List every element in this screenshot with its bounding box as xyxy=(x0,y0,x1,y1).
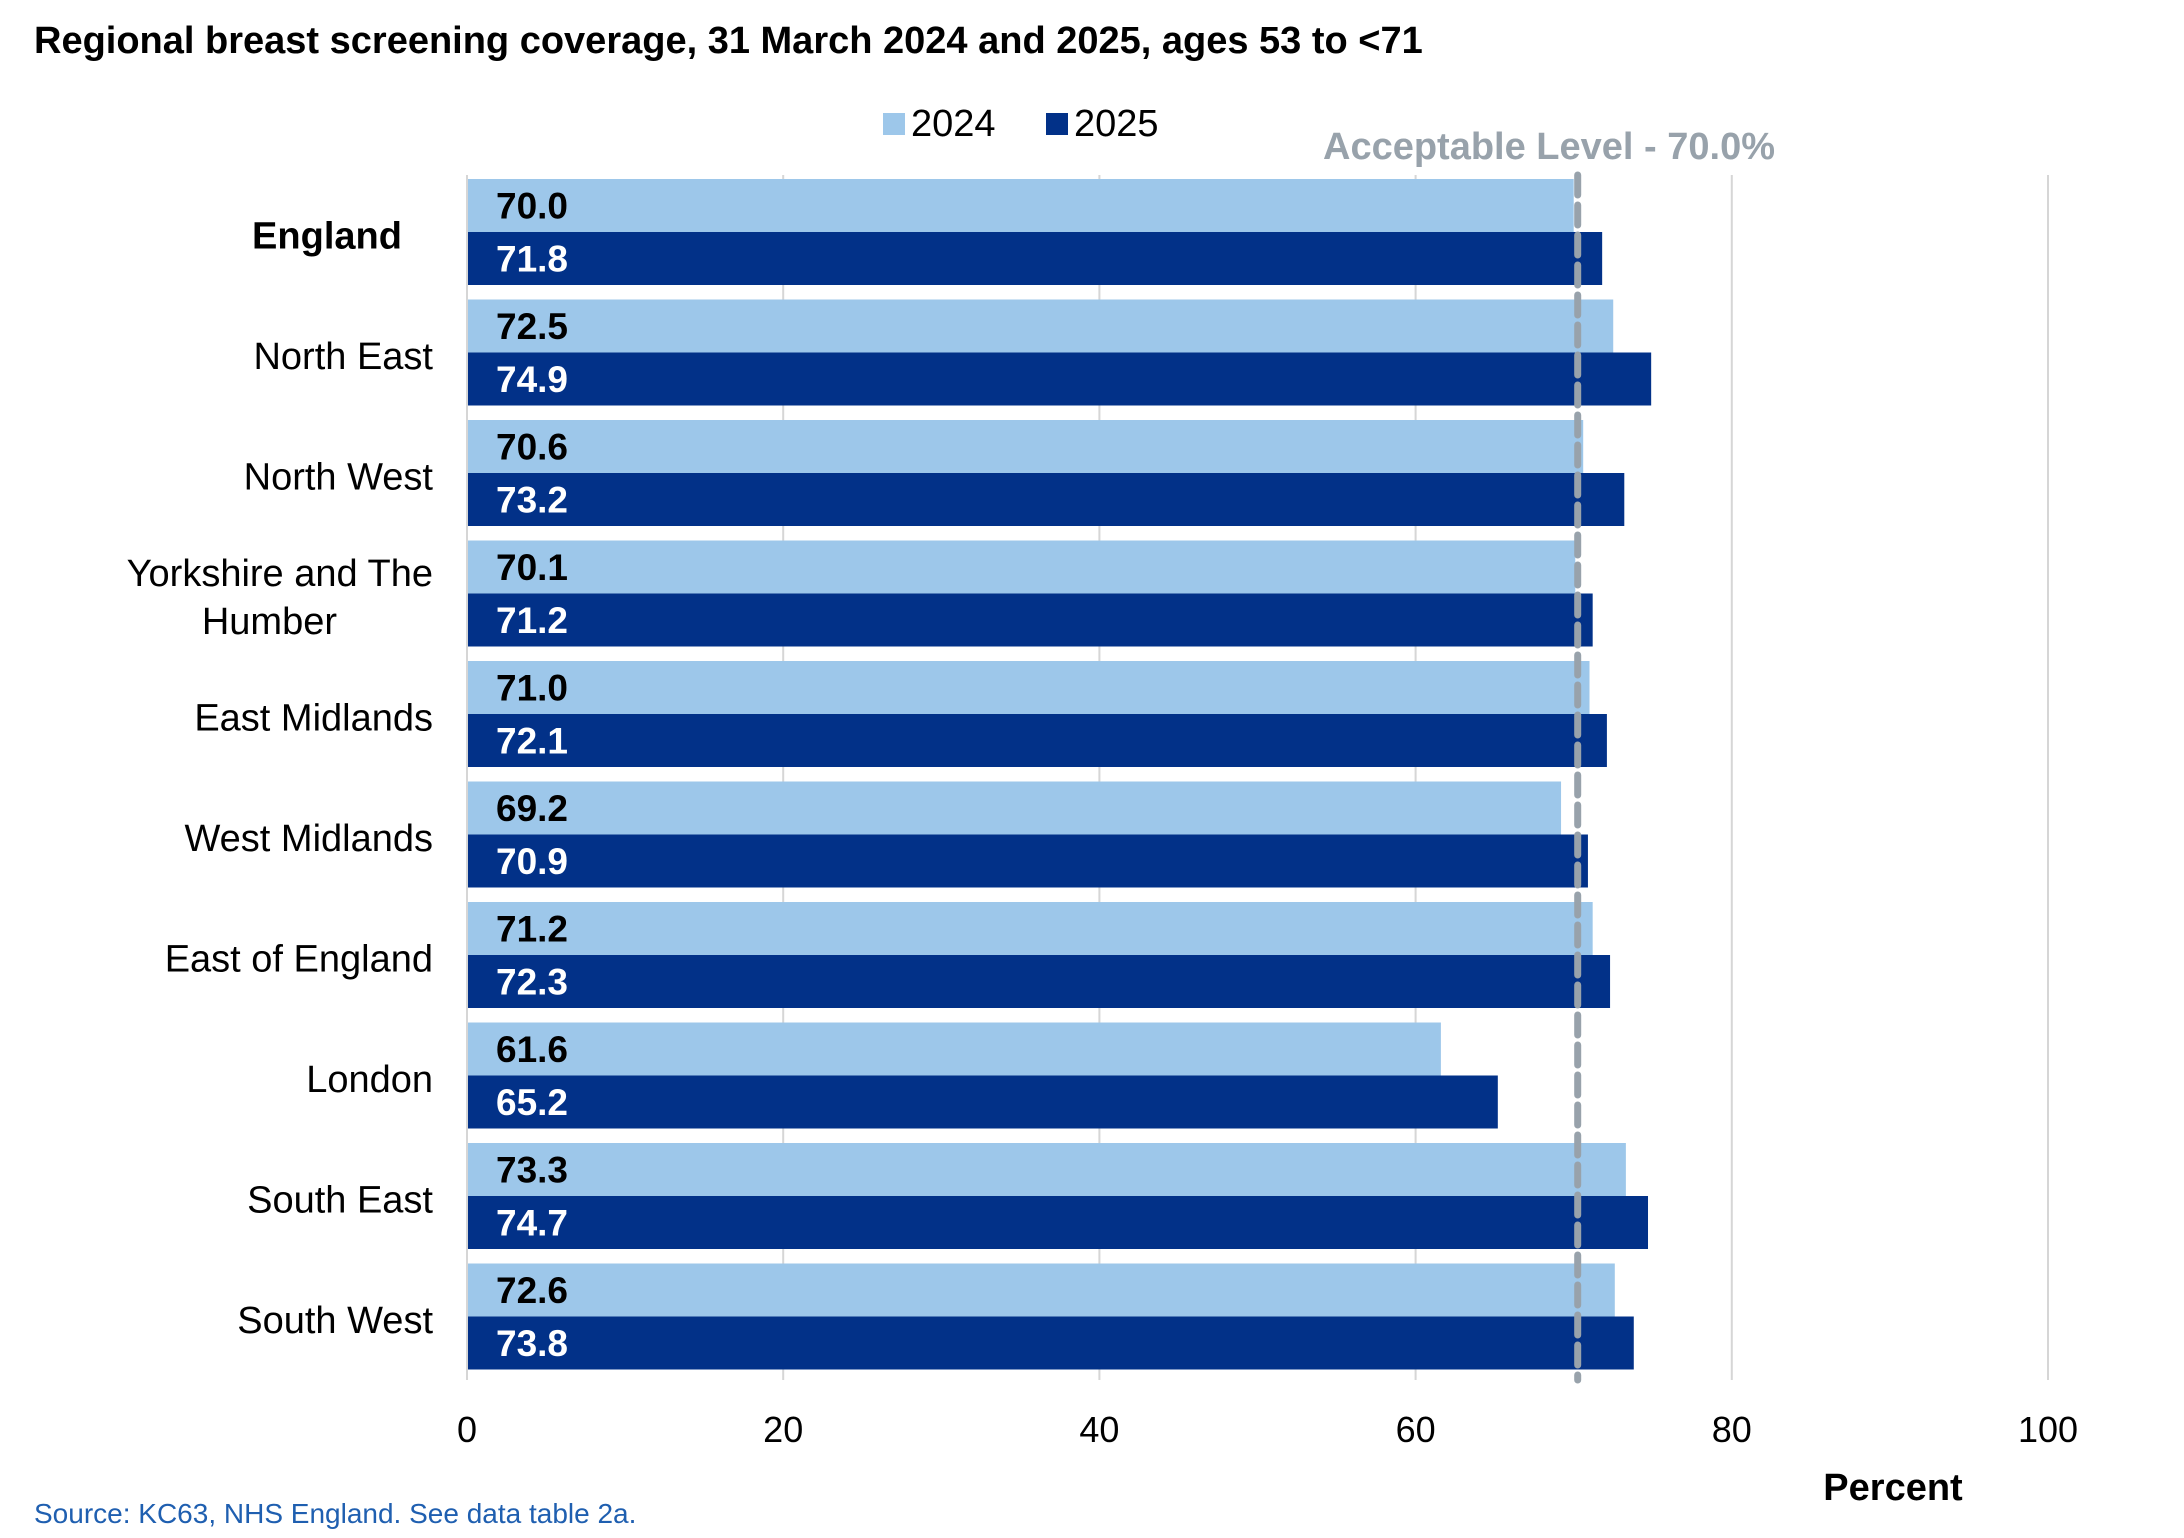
data-label: 71.2 xyxy=(496,909,568,950)
data-label: 71.2 xyxy=(496,600,568,641)
bars xyxy=(467,179,1652,1370)
category-label: North West xyxy=(244,456,434,498)
data-label: 74.7 xyxy=(496,1203,568,1244)
legend-label: 2024 xyxy=(911,103,996,145)
data-label: 72.3 xyxy=(496,962,568,1003)
reference-line-group: Acceptable Level - 70.0% xyxy=(1323,126,1775,1384)
x-axis-title: Percent xyxy=(1823,1467,1963,1509)
x-tick-label: 80 xyxy=(1712,1409,1752,1450)
legend-swatch-2025 xyxy=(1046,113,1068,135)
category-label: East Midlands xyxy=(194,697,433,739)
bar-2024 xyxy=(467,1022,1441,1076)
x-tick-label: 60 xyxy=(1396,1409,1436,1450)
category-label: South East xyxy=(247,1179,433,1221)
bar-2025 xyxy=(467,232,1603,285)
data-label: 72.1 xyxy=(496,721,568,762)
x-tick-label: 0 xyxy=(457,1409,477,1450)
category-label: England xyxy=(252,215,402,257)
bar-2024 xyxy=(467,902,1593,955)
data-label: 70.6 xyxy=(496,427,568,468)
category-label: East of England xyxy=(165,938,433,980)
category-label: North East xyxy=(253,336,433,378)
data-label: 73.3 xyxy=(496,1150,568,1191)
chart-title: Regional breast screening coverage, 31 M… xyxy=(34,20,1423,62)
data-label: 73.2 xyxy=(496,480,568,521)
bar-2025 xyxy=(467,955,1611,1008)
bar-2024 xyxy=(467,540,1576,594)
data-label: 61.6 xyxy=(496,1029,568,1070)
bar-2025 xyxy=(467,352,1652,406)
category-label: West Midlands xyxy=(184,818,433,860)
bar-2024 xyxy=(467,661,1590,714)
bar-2024 xyxy=(467,420,1584,473)
bar-2024 xyxy=(467,1143,1626,1196)
bar-2025 xyxy=(467,1075,1498,1129)
legend-label: 2025 xyxy=(1074,103,1159,145)
x-tick-label: 40 xyxy=(1079,1409,1119,1450)
legend: 2024 2025 xyxy=(883,103,1159,145)
data-label: 71.0 xyxy=(496,668,568,709)
bar-2025 xyxy=(467,1316,1634,1370)
bar-2025 xyxy=(467,473,1625,526)
bar-2024 xyxy=(467,179,1574,232)
axes: 0 20 40 60 80 100 England North East North West Y… xyxy=(127,175,2078,1509)
data-labels: 70.0 71.8 72.5 74.9 70.6 73.2 70.1 71.2 71.0 72.1… xyxy=(496,186,568,1365)
bar-2024 xyxy=(467,781,1562,835)
x-tick-label: 100 xyxy=(2018,1409,2078,1450)
data-label: 72.5 xyxy=(496,306,568,347)
data-label: 70.9 xyxy=(496,841,568,882)
bar-2025 xyxy=(467,714,1607,767)
data-label: 70.0 xyxy=(496,186,568,227)
category-label: South West xyxy=(237,1300,433,1342)
x-tick-label: 20 xyxy=(763,1409,803,1450)
bar-2025 xyxy=(467,834,1588,888)
data-label: 69.2 xyxy=(496,788,568,829)
data-label: 74.9 xyxy=(496,359,568,400)
bar-2024 xyxy=(467,299,1614,353)
category-label: Yorkshire and The Humber xyxy=(127,553,433,643)
data-label: 73.8 xyxy=(496,1323,568,1364)
data-label: 72.6 xyxy=(496,1270,568,1311)
legend-swatch-2024 xyxy=(883,113,905,135)
reference-line-label: Acceptable Level - 70.0% xyxy=(1323,126,1775,168)
bar-2025 xyxy=(467,1196,1649,1249)
bar-2024 xyxy=(467,1263,1615,1317)
data-label: 71.8 xyxy=(496,239,568,280)
data-label: 70.1 xyxy=(496,547,568,588)
source-note: Source: KC63, NHS England. See data tabl… xyxy=(34,1498,637,1529)
category-label: London xyxy=(306,1059,433,1101)
data-label: 65.2 xyxy=(496,1082,568,1123)
bar-2025 xyxy=(467,593,1593,647)
